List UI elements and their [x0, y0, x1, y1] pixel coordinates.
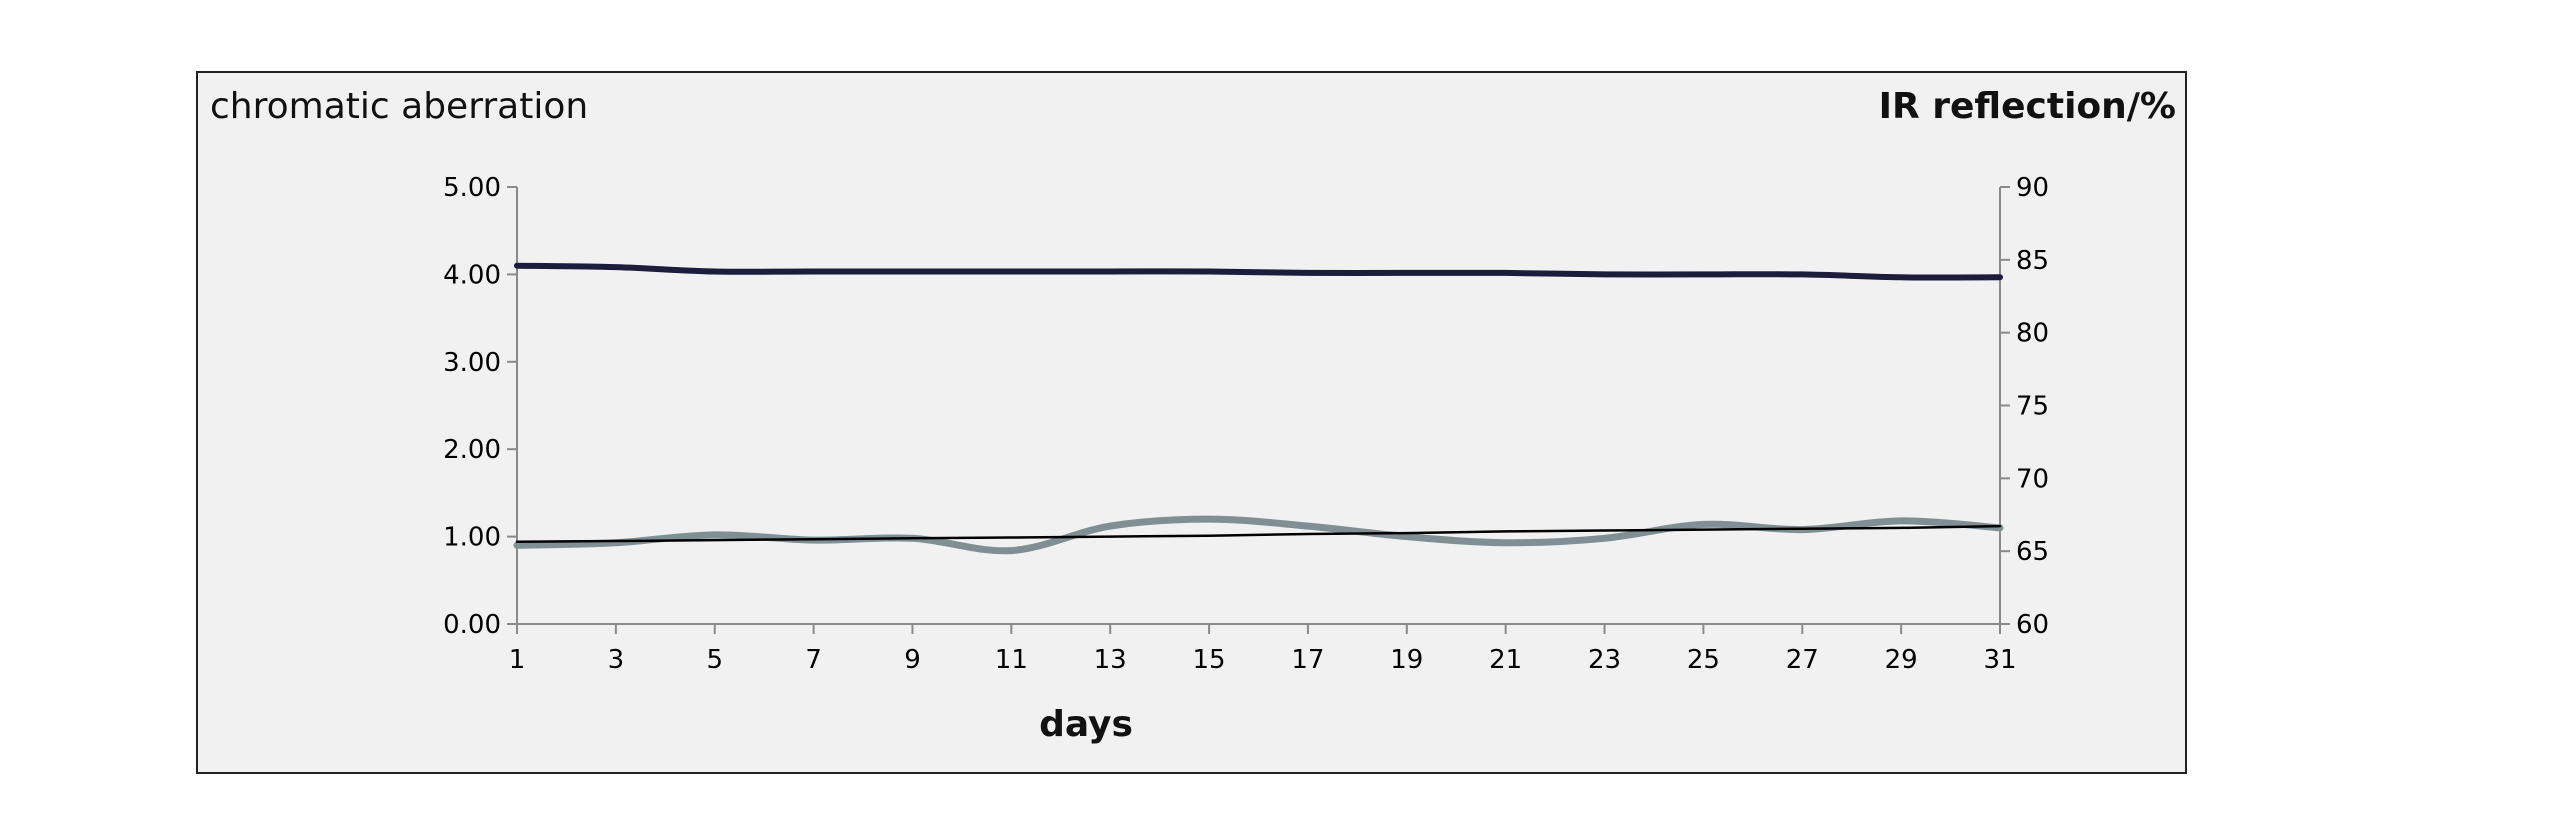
series-line-chromatic-aberration	[513, 515, 2004, 555]
chart-svg: chromatic aberration IR reflection/% day…	[210, 86, 2176, 745]
right-y-tick-label: 75	[2016, 392, 2049, 422]
left-y-tick-label: 5.00	[443, 173, 501, 203]
x-tick-label: 21	[1489, 645, 1522, 675]
right-y-tick-label: 60	[2016, 610, 2049, 640]
x-tick-label: 3	[608, 645, 625, 675]
x-tick-label: 17	[1291, 645, 1324, 675]
x-tick-label: 11	[995, 645, 1028, 675]
left-y-tick-label: 1.00	[443, 523, 501, 553]
left-y-tick-label: 3.00	[443, 348, 501, 378]
right-y-tick-label: 65	[2016, 537, 2049, 567]
x-tick-label: 23	[1588, 645, 1621, 675]
chart-frame: chromatic aberration IR reflection/% day…	[196, 71, 2187, 774]
x-tick-label: 7	[805, 645, 822, 675]
x-tick-label: 19	[1390, 645, 1423, 675]
x-tick-label: 29	[1885, 645, 1918, 675]
x-axis-title: days	[1039, 704, 1133, 745]
x-tick-label: 13	[1094, 645, 1127, 675]
x-tick-label: 1	[509, 645, 526, 675]
right-axis-title: IR reflection/%	[1879, 86, 2176, 127]
right-y-tick-label: 80	[2016, 319, 2049, 349]
x-tick-label: 25	[1687, 645, 1720, 675]
x-tick-label: 15	[1193, 645, 1226, 675]
series-trend-line	[515, 524, 2002, 544]
series-layer	[513, 262, 2004, 555]
x-tick-label: 5	[706, 645, 723, 675]
series-line-ir-reflection	[514, 262, 2003, 281]
left-y-tick-label: 4.00	[443, 260, 501, 290]
right-y-tick-label: 85	[2016, 246, 2049, 276]
x-tick-label: 27	[1786, 645, 1819, 675]
left-y-tick-label: 0.00	[443, 610, 501, 640]
right-y-tick-label: 70	[2016, 464, 2049, 494]
x-tick-label: 9	[904, 645, 921, 675]
right-y-tick-label: 90	[2016, 173, 2049, 203]
left-axis-title: chromatic aberration	[210, 86, 588, 127]
left-y-tick-label: 2.00	[443, 435, 501, 465]
x-tick-label: 31	[1983, 645, 2016, 675]
